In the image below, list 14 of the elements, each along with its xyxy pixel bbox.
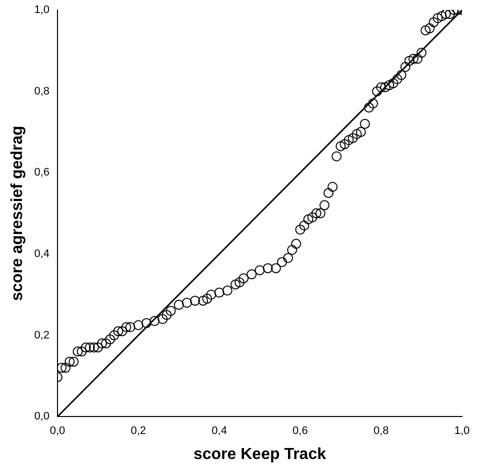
x-tick-label: 0,2 bbox=[130, 425, 146, 438]
y-tick-label: 0,8 bbox=[34, 85, 50, 98]
y-tick-label: 1,0 bbox=[34, 4, 50, 16]
y-tick-label: 0,0 bbox=[34, 410, 50, 423]
y-axis-title: score agressief gedrag bbox=[9, 126, 26, 301]
x-tick-label: 0,4 bbox=[212, 425, 227, 438]
y-tick-label: 0,2 bbox=[34, 329, 50, 342]
x-tick-label: 0,6 bbox=[292, 425, 308, 438]
x-axis-title: score Keep Track bbox=[193, 446, 326, 463]
y-tick-label: 0,4 bbox=[34, 248, 50, 260]
x-tick-label: 0,8 bbox=[373, 425, 389, 438]
x-tick-label: 0,0 bbox=[50, 425, 66, 438]
y-tick-label: 0,6 bbox=[34, 166, 50, 179]
x-tick-label: 1,0 bbox=[454, 425, 470, 438]
